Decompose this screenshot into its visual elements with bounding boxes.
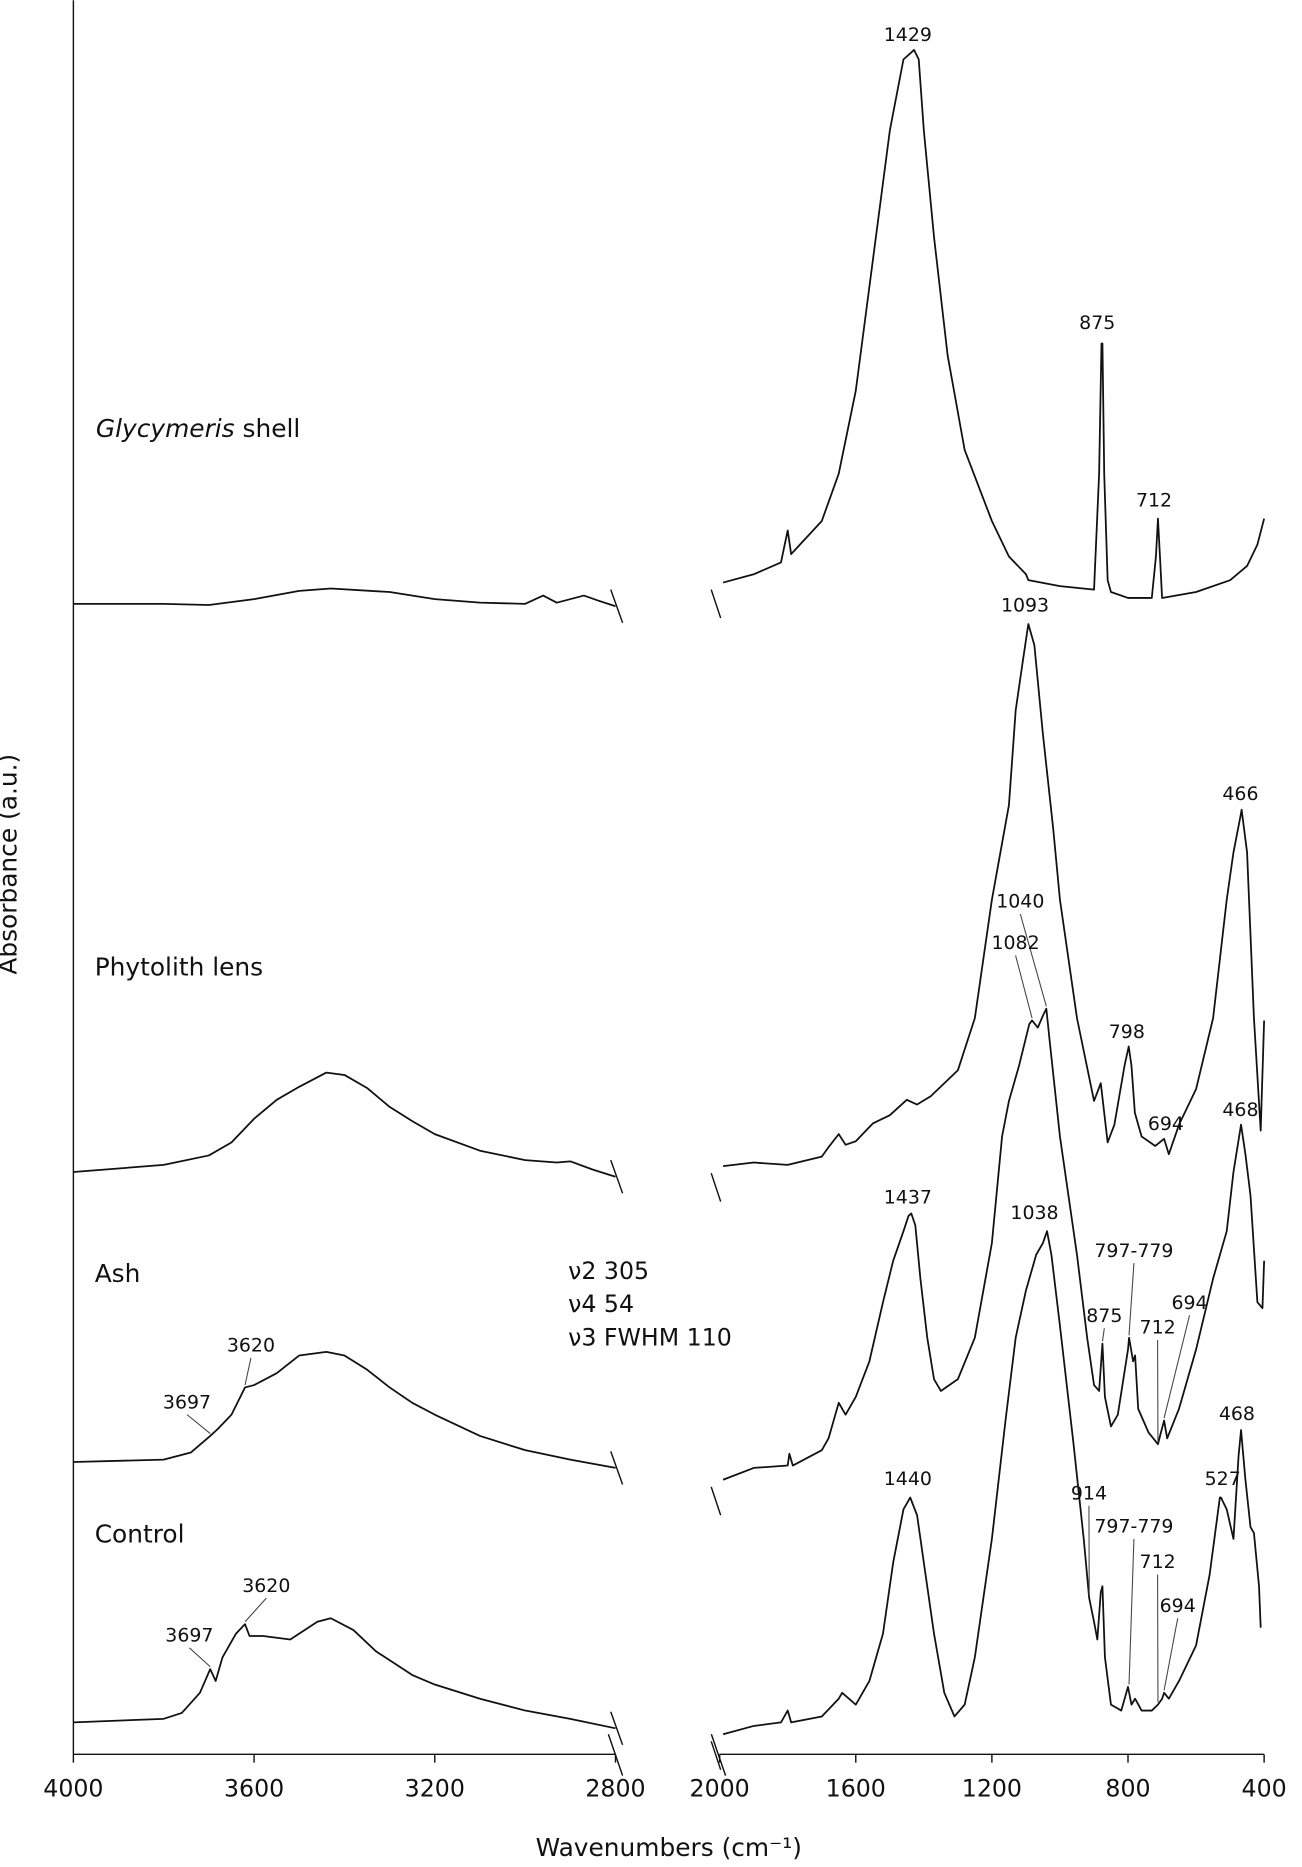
break-mark [710, 589, 722, 619]
leader-line [189, 1647, 211, 1668]
x-tick-label: 800 [1105, 1774, 1150, 1802]
leader-line [1163, 1618, 1179, 1691]
leader-line [1019, 913, 1047, 1007]
leader-line [244, 1597, 267, 1623]
peak-label: 1093 [1001, 595, 1049, 617]
peak-label: 3697 [165, 1624, 213, 1646]
x-tick-label: 1600 [826, 1774, 886, 1802]
break-mark [610, 1159, 624, 1194]
x-axis-label: Wavenumbers (cm⁻¹) [536, 1833, 802, 1862]
break-mark [610, 589, 624, 624]
peak-label: 1437 [884, 1187, 932, 1209]
peak-label: 694 [1148, 1113, 1184, 1135]
peak-label: 468 [1219, 1403, 1255, 1425]
peak-label: 3620 [227, 1334, 275, 1356]
leader-line [1015, 955, 1033, 1019]
band-note: ν3 FWHM 110 [568, 1323, 732, 1351]
peak-label: 1429 [884, 24, 932, 46]
series-label-italic: Glycymeris [96, 414, 235, 443]
x-tick-label: 4000 [43, 1774, 103, 1802]
break-mark [710, 1172, 722, 1202]
peak-label: 1440 [884, 1468, 932, 1490]
x-tick-label: 1200 [962, 1774, 1022, 1802]
peak-label: 694 [1171, 1292, 1207, 1314]
peak-label: 914 [1071, 1482, 1107, 1504]
peak-label: 712 [1136, 489, 1172, 511]
leader-line [1128, 1263, 1135, 1336]
peak-label: 797-779 [1094, 1516, 1173, 1538]
leader-line [1101, 1328, 1105, 1342]
series-label: Ash [95, 1259, 141, 1288]
peak-label: 712 [1140, 1551, 1176, 1573]
spectrum-line [73, 623, 1266, 1178]
leader-line [1163, 1315, 1191, 1419]
series-label: Phytolith lens [95, 952, 263, 981]
peak-label: 694 [1160, 1595, 1196, 1617]
peak-label: 875 [1079, 312, 1115, 334]
spectrum-line [73, 1007, 1266, 1481]
leader-line [186, 1414, 211, 1434]
peak-label: 1082 [991, 932, 1039, 954]
x-tick-label: 3600 [224, 1774, 284, 1802]
x-tick-label: 3200 [405, 1774, 465, 1802]
leader-line [1128, 1538, 1135, 1685]
x-tick-label: 400 [1242, 1774, 1287, 1802]
band-note: ν4 54 [568, 1290, 634, 1318]
series-label: Glycymeris shell [96, 414, 300, 443]
axis-break [710, 1733, 727, 1776]
y-axis-label: Absorbance (a.u.) [0, 754, 22, 975]
break-mark [710, 1486, 722, 1516]
x-tick-label: 2000 [690, 1774, 750, 1802]
band-note: ν2 305 [568, 1257, 649, 1285]
spectrum-line [73, 1230, 1262, 1736]
leader-line [244, 1357, 252, 1386]
peak-label: 1040 [996, 891, 1044, 913]
spectrum-line [73, 49, 1265, 608]
peak-label: 527 [1205, 1468, 1241, 1490]
peak-label: 1038 [1010, 1202, 1058, 1224]
peak-label: 466 [1222, 783, 1258, 805]
break-mark [610, 1451, 624, 1485]
peak-label: 798 [1109, 1021, 1145, 1043]
x-tick-label: 2800 [585, 1774, 645, 1802]
peak-label: 712 [1140, 1317, 1176, 1339]
peak-label: 3697 [163, 1391, 211, 1413]
series-label-rest: shell [235, 414, 301, 443]
break-mark [610, 1711, 624, 1746]
break-mark [710, 1741, 722, 1770]
peak-label: 3620 [242, 1575, 290, 1597]
peak-label: 468 [1222, 1099, 1258, 1121]
peak-label: 797-779 [1094, 1240, 1173, 1262]
peak-label: 875 [1086, 1305, 1122, 1327]
series-label: Control [95, 1519, 185, 1548]
